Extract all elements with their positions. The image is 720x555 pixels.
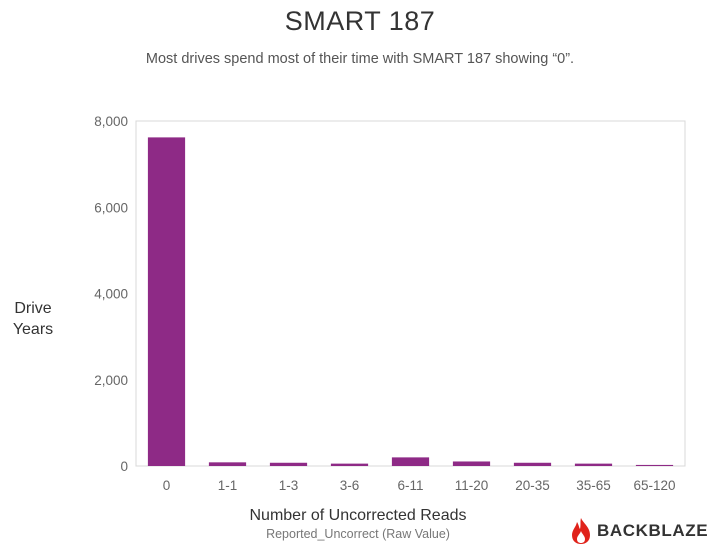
brand-logo: BACKBLAZE: [570, 516, 708, 546]
y-axis-label-line-1: Drive: [14, 300, 52, 317]
bar: [269, 462, 308, 466]
x-tick-label: 20-35: [515, 478, 550, 493]
x-tick-label: 1-3: [279, 478, 299, 493]
bar: [452, 461, 491, 466]
x-tick-label: 0: [163, 478, 171, 493]
x-tick-label: 3-6: [340, 478, 360, 493]
y-tick-label: 6,000: [94, 200, 128, 215]
plot-area-frame: [135, 120, 686, 467]
bar: [635, 464, 674, 466]
x-tick-label: 1-1: [218, 478, 238, 493]
x-axis-sublabel: Reported_Uncorrect (Raw Value): [266, 527, 450, 541]
x-tick-label: 6-11: [397, 478, 423, 493]
bar: [513, 462, 552, 466]
y-tick-label: 0: [120, 459, 128, 474]
x-tick-label: 35-65: [576, 478, 611, 493]
y-axis-label-line-2: Years: [12, 321, 54, 338]
bar: [208, 462, 247, 466]
brand-name: BACKBLAZE: [597, 521, 709, 540]
flame-icon: [572, 518, 590, 544]
y-tick-label: 4,000: [94, 287, 128, 302]
bars: [147, 137, 674, 466]
x-axis-ticks: 0 1-1 1-3 3-6 6-11 11-20 20-35 35-65 65-120: [163, 478, 676, 493]
y-axis-ticks: 0 2,000 4,000 6,000 8,000: [94, 114, 128, 474]
chart-subtitle: Most drives spend most of their time wit…: [145, 51, 575, 67]
y-tick-label: 2,000: [94, 373, 128, 388]
x-tick-label: 11-20: [455, 478, 489, 493]
bar: [147, 137, 186, 466]
bar: [391, 457, 430, 466]
y-tick-label: 8,000: [94, 114, 128, 129]
chart-title: SMART 187: [284, 6, 436, 36]
x-tick-label: 65-120: [633, 478, 675, 493]
bar: [574, 463, 613, 466]
bar: [330, 463, 369, 466]
y-axis-label: Drive Years: [4, 298, 62, 340]
x-axis-label: Number of Uncorrected Reads: [249, 507, 467, 524]
